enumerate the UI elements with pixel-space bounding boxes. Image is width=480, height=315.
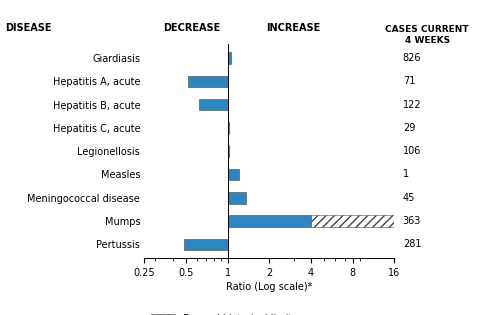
Bar	[311, 215, 394, 227]
Text: 363: 363	[402, 216, 420, 226]
Bar	[227, 192, 245, 203]
Text: 71: 71	[402, 76, 414, 86]
Bar	[188, 76, 227, 87]
Bar	[227, 215, 311, 227]
Bar	[227, 122, 228, 134]
Text: 122: 122	[402, 100, 420, 110]
Text: 29: 29	[402, 123, 414, 133]
Text: 106: 106	[402, 146, 420, 156]
Text: DISEASE: DISEASE	[5, 23, 51, 33]
Text: CASES CURRENT
4 WEEKS: CASES CURRENT 4 WEEKS	[384, 25, 468, 45]
Bar	[227, 146, 229, 157]
Bar	[227, 52, 230, 64]
Bar	[199, 99, 227, 111]
X-axis label: Ratio (Log scale)*: Ratio (Log scale)*	[226, 282, 312, 292]
Legend: Beyond historical limits: Beyond historical limits	[146, 310, 300, 315]
Text: 826: 826	[402, 53, 420, 63]
Text: DECREASE: DECREASE	[163, 23, 220, 33]
Text: 1: 1	[402, 169, 408, 180]
Bar	[183, 238, 227, 250]
Text: 281: 281	[402, 239, 420, 249]
Text: INCREASE: INCREASE	[266, 23, 320, 33]
Bar	[227, 169, 238, 180]
Text: 45: 45	[402, 193, 414, 203]
